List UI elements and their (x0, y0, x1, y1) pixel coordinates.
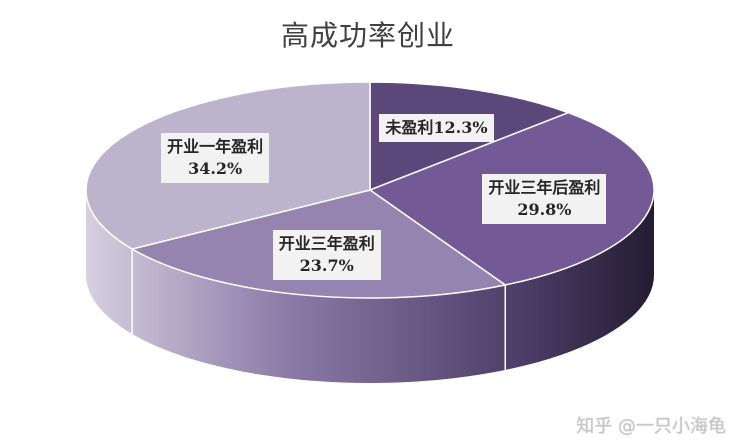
slice-label-name: 开业三年后盈利 (488, 178, 601, 198)
chart-title: 高成功率创业 (280, 19, 455, 52)
slice-label-value: 23.7% (299, 255, 354, 275)
slice-label-name: 开业一年盈利 (167, 137, 264, 157)
slice-label: 开业三年盈利 23.7% (272, 229, 381, 280)
slice-label: 未盈利12.3% (379, 113, 494, 142)
watermark-text: 知乎 @一只小海龟 (576, 416, 726, 437)
pie-side-wall (86, 190, 654, 383)
slice-label-value: 29.8% (517, 200, 572, 220)
slice-label-value: 34.2% (188, 159, 243, 179)
slice-label: 开业一年盈利 34.2% (161, 133, 270, 184)
slice-label-value: 12.3% (433, 117, 488, 137)
slice-label-name: 开业三年盈利 (278, 233, 375, 253)
slice-label: 开业三年后盈利 29.8% (482, 174, 607, 225)
slice-label-name: 未盈利 (385, 117, 434, 137)
